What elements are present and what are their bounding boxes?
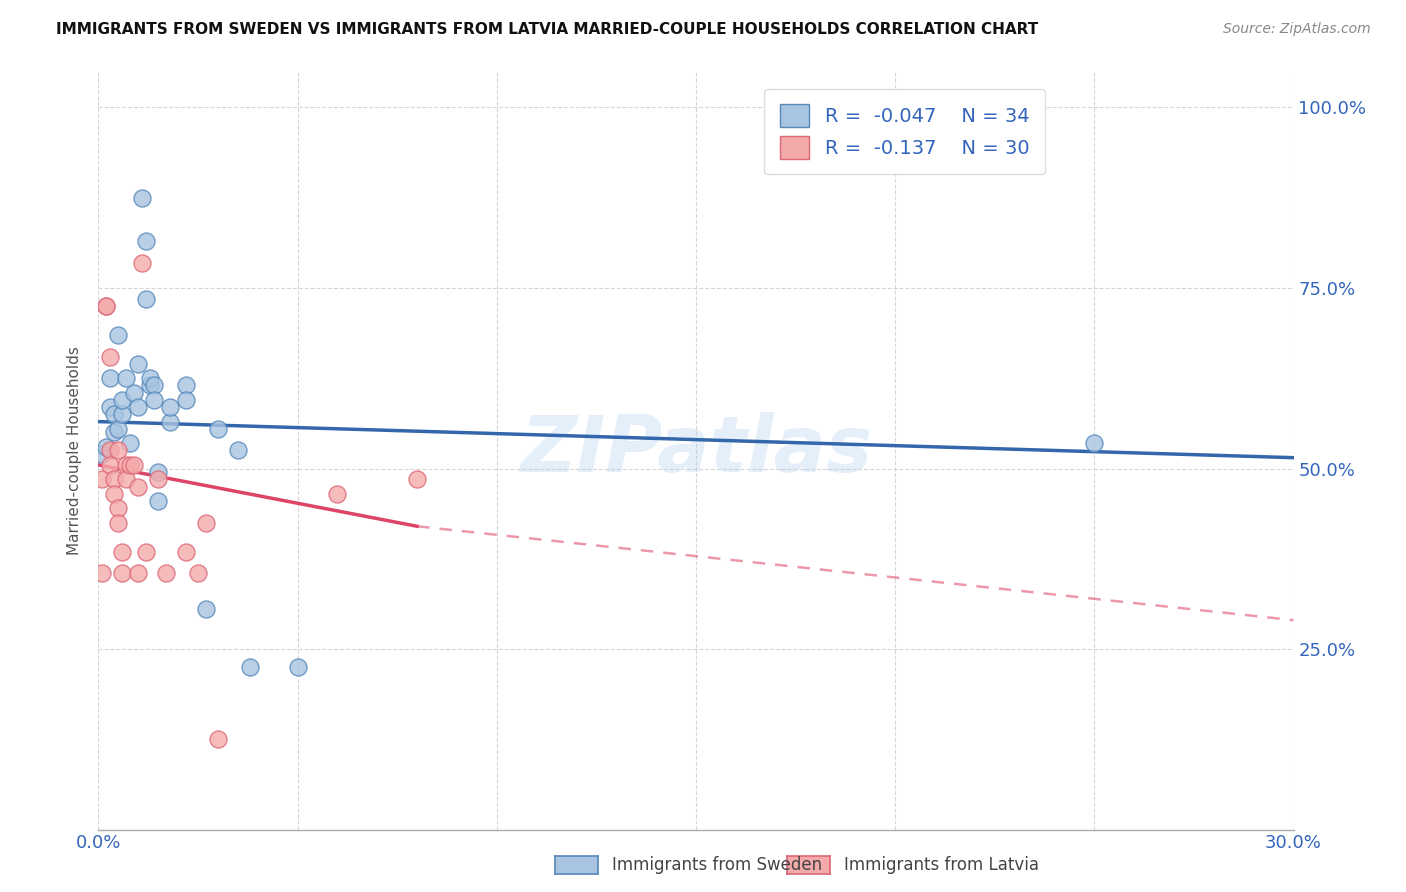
Point: [159, 415, 181, 429]
Text: Source: ZipAtlas.com: Source: ZipAtlas.com: [1223, 22, 1371, 37]
Point: [174, 378, 197, 392]
Point: [148, 465, 170, 479]
Point: [115, 472, 138, 486]
Point: [143, 378, 166, 392]
Point: [91, 447, 114, 461]
Point: [155, 566, 177, 581]
Point: [207, 732, 229, 747]
Point: [98, 350, 122, 364]
Point: [127, 479, 149, 493]
Point: [187, 566, 209, 581]
Point: [148, 472, 170, 486]
Point: [195, 602, 218, 616]
Point: [111, 544, 134, 558]
Text: ZIPatlas: ZIPatlas: [520, 412, 872, 489]
Point: [103, 408, 125, 422]
Point: [195, 516, 218, 530]
Point: [239, 660, 262, 674]
Point: [124, 385, 146, 400]
Text: Immigrants from Latvia: Immigrants from Latvia: [844, 856, 1039, 874]
Point: [98, 458, 122, 472]
Y-axis label: Married-couple Households: Married-couple Households: [67, 346, 83, 555]
Point: [143, 392, 166, 407]
Point: [120, 436, 142, 450]
Legend: R =  -0.047    N = 34, R =  -0.137    N = 30: R = -0.047 N = 34, R = -0.137 N = 30: [765, 88, 1045, 175]
Point: [174, 392, 197, 407]
Point: [120, 458, 142, 472]
Point: [131, 191, 153, 205]
Point: [107, 516, 129, 530]
Point: [103, 425, 125, 440]
Point: [107, 501, 129, 516]
Point: [159, 400, 181, 414]
Point: [96, 440, 118, 454]
Point: [148, 494, 170, 508]
Point: [107, 443, 129, 458]
Point: [174, 544, 197, 558]
Point: [127, 400, 149, 414]
Point: [91, 566, 114, 581]
Point: [207, 422, 229, 436]
Point: [115, 458, 138, 472]
Point: [91, 472, 114, 486]
Point: [127, 566, 149, 581]
Point: [96, 299, 118, 313]
Point: [139, 371, 162, 385]
Text: Immigrants from Sweden: Immigrants from Sweden: [612, 856, 821, 874]
Point: [287, 660, 309, 674]
Point: [111, 392, 134, 407]
Point: [96, 299, 118, 313]
Point: [111, 566, 134, 581]
Point: [135, 544, 157, 558]
Text: IMMIGRANTS FROM SWEDEN VS IMMIGRANTS FROM LATVIA MARRIED-COUPLE HOUSEHOLDS CORRE: IMMIGRANTS FROM SWEDEN VS IMMIGRANTS FRO…: [56, 22, 1039, 37]
Point: [139, 378, 162, 392]
Point: [107, 422, 129, 436]
Point: [131, 256, 153, 270]
Point: [103, 472, 125, 486]
Point: [98, 443, 122, 458]
Point: [103, 487, 125, 501]
Point: [107, 327, 129, 342]
Point: [124, 458, 146, 472]
Point: [406, 472, 429, 486]
Point: [1083, 436, 1105, 450]
Point: [98, 400, 122, 414]
Point: [135, 234, 157, 248]
Point: [135, 292, 157, 306]
Point: [115, 371, 138, 385]
Point: [127, 357, 149, 371]
Point: [226, 443, 249, 458]
Point: [326, 487, 349, 501]
Point: [98, 371, 122, 385]
Point: [111, 408, 134, 422]
